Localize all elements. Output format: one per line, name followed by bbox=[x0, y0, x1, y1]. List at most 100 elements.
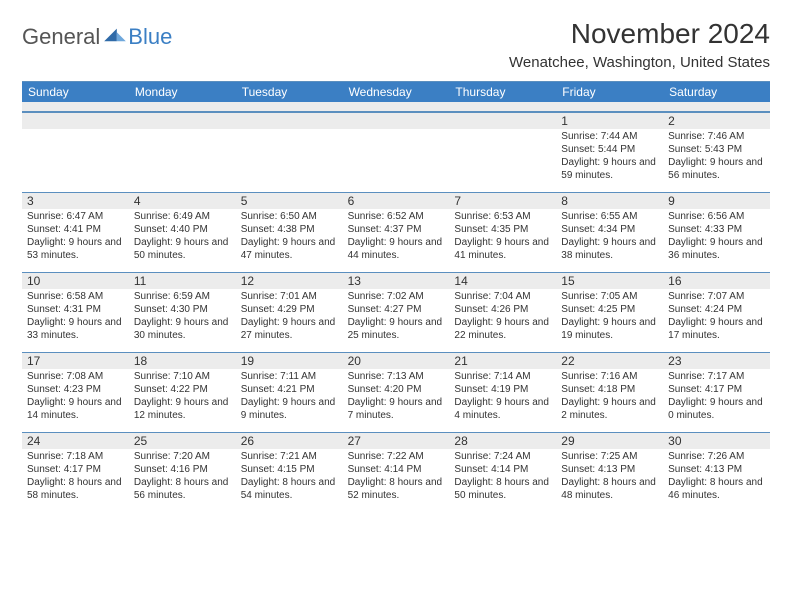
day-number-band: 3 bbox=[22, 192, 129, 209]
day-sunset: Sunset: 4:30 PM bbox=[134, 303, 231, 316]
week-row: 24Sunrise: 7:18 AMSunset: 4:17 PMDayligh… bbox=[22, 432, 770, 512]
day-number-band: 26 bbox=[236, 432, 343, 449]
day-sunset: Sunset: 4:27 PM bbox=[348, 303, 445, 316]
day-daylight: Daylight: 9 hours and 36 minutes. bbox=[668, 236, 765, 262]
day-cell: 24Sunrise: 7:18 AMSunset: 4:17 PMDayligh… bbox=[22, 432, 129, 512]
day-cell: 22Sunrise: 7:16 AMSunset: 4:18 PMDayligh… bbox=[556, 352, 663, 432]
day-number-band: 22 bbox=[556, 352, 663, 369]
day-sunrise: Sunrise: 6:58 AM bbox=[27, 290, 124, 303]
day-daylight: Daylight: 8 hours and 56 minutes. bbox=[134, 476, 231, 502]
day-number-band: 19 bbox=[236, 352, 343, 369]
day-number: 21 bbox=[454, 353, 551, 369]
day-number bbox=[27, 113, 124, 129]
day-number bbox=[241, 113, 338, 129]
day-cell: 11Sunrise: 6:59 AMSunset: 4:30 PMDayligh… bbox=[129, 272, 236, 352]
day-sunset: Sunset: 4:16 PM bbox=[134, 463, 231, 476]
day-number-band: 16 bbox=[663, 272, 770, 289]
day-cell: 23Sunrise: 7:17 AMSunset: 4:17 PMDayligh… bbox=[663, 352, 770, 432]
weekday-header: Friday bbox=[556, 82, 663, 102]
day-number: 23 bbox=[668, 353, 765, 369]
day-number: 25 bbox=[134, 433, 231, 449]
day-number-band: 17 bbox=[22, 352, 129, 369]
day-sunrise: Sunrise: 7:44 AM bbox=[561, 130, 658, 143]
day-cell: 2Sunrise: 7:46 AMSunset: 5:43 PMDaylight… bbox=[663, 112, 770, 192]
day-number-band bbox=[129, 112, 236, 129]
day-daylight: Daylight: 8 hours and 52 minutes. bbox=[348, 476, 445, 502]
calendar: SundayMondayTuesdayWednesdayThursdayFrid… bbox=[22, 81, 770, 512]
day-number-band bbox=[22, 112, 129, 129]
day-number-band: 13 bbox=[343, 272, 450, 289]
day-sunrise: Sunrise: 6:49 AM bbox=[134, 210, 231, 223]
day-sunrise: Sunrise: 6:47 AM bbox=[27, 210, 124, 223]
day-number: 20 bbox=[348, 353, 445, 369]
day-cell: 25Sunrise: 7:20 AMSunset: 4:16 PMDayligh… bbox=[129, 432, 236, 512]
day-daylight: Daylight: 9 hours and 17 minutes. bbox=[668, 316, 765, 342]
day-cell: 16Sunrise: 7:07 AMSunset: 4:24 PMDayligh… bbox=[663, 272, 770, 352]
header: General Blue November 2024 Wenatchee, Wa… bbox=[22, 18, 770, 71]
day-daylight: Daylight: 8 hours and 48 minutes. bbox=[561, 476, 658, 502]
day-daylight: Daylight: 9 hours and 2 minutes. bbox=[561, 396, 658, 422]
day-number: 1 bbox=[561, 113, 658, 129]
day-cell: 6Sunrise: 6:52 AMSunset: 4:37 PMDaylight… bbox=[343, 192, 450, 272]
month-title: November 2024 bbox=[509, 18, 770, 50]
day-cell: 9Sunrise: 6:56 AMSunset: 4:33 PMDaylight… bbox=[663, 192, 770, 272]
day-daylight: Daylight: 8 hours and 58 minutes. bbox=[27, 476, 124, 502]
day-number bbox=[348, 113, 445, 129]
day-cell: 17Sunrise: 7:08 AMSunset: 4:23 PMDayligh… bbox=[22, 352, 129, 432]
day-cell: 27Sunrise: 7:22 AMSunset: 4:14 PMDayligh… bbox=[343, 432, 450, 512]
day-sunset: Sunset: 4:38 PM bbox=[241, 223, 338, 236]
day-sunrise: Sunrise: 7:07 AM bbox=[668, 290, 765, 303]
day-cell: 30Sunrise: 7:26 AMSunset: 4:13 PMDayligh… bbox=[663, 432, 770, 512]
weekday-header: Saturday bbox=[663, 82, 770, 102]
day-number-band: 4 bbox=[129, 192, 236, 209]
day-number-band: 23 bbox=[663, 352, 770, 369]
day-cell bbox=[449, 112, 556, 192]
day-number: 24 bbox=[27, 433, 124, 449]
day-sunset: Sunset: 4:17 PM bbox=[27, 463, 124, 476]
day-sunrise: Sunrise: 7:10 AM bbox=[134, 370, 231, 383]
day-cell: 21Sunrise: 7:14 AMSunset: 4:19 PMDayligh… bbox=[449, 352, 556, 432]
day-sunrise: Sunrise: 7:17 AM bbox=[668, 370, 765, 383]
day-sunrise: Sunrise: 7:14 AM bbox=[454, 370, 551, 383]
day-sunset: Sunset: 4:24 PM bbox=[668, 303, 765, 316]
day-number: 18 bbox=[134, 353, 231, 369]
day-cell: 20Sunrise: 7:13 AMSunset: 4:20 PMDayligh… bbox=[343, 352, 450, 432]
day-sunset: Sunset: 4:14 PM bbox=[454, 463, 551, 476]
week-row: 10Sunrise: 6:58 AMSunset: 4:31 PMDayligh… bbox=[22, 272, 770, 352]
day-number-band: 24 bbox=[22, 432, 129, 449]
day-number: 12 bbox=[241, 273, 338, 289]
calendar-page: General Blue November 2024 Wenatchee, Wa… bbox=[0, 0, 792, 530]
day-number-band: 18 bbox=[129, 352, 236, 369]
day-number: 30 bbox=[668, 433, 765, 449]
day-cell: 10Sunrise: 6:58 AMSunset: 4:31 PMDayligh… bbox=[22, 272, 129, 352]
logo-mark-icon bbox=[102, 27, 126, 48]
day-number-band bbox=[449, 112, 556, 129]
day-number: 5 bbox=[241, 193, 338, 209]
day-number-band: 2 bbox=[663, 112, 770, 129]
day-number: 2 bbox=[668, 113, 765, 129]
day-number-band: 5 bbox=[236, 192, 343, 209]
day-number-band: 7 bbox=[449, 192, 556, 209]
day-number: 26 bbox=[241, 433, 338, 449]
day-cell bbox=[343, 112, 450, 192]
day-sunset: Sunset: 4:19 PM bbox=[454, 383, 551, 396]
day-number: 4 bbox=[134, 193, 231, 209]
header-spacer bbox=[22, 102, 770, 112]
day-daylight: Daylight: 9 hours and 50 minutes. bbox=[134, 236, 231, 262]
day-sunset: Sunset: 4:34 PM bbox=[561, 223, 658, 236]
day-number-band: 6 bbox=[343, 192, 450, 209]
day-cell: 15Sunrise: 7:05 AMSunset: 4:25 PMDayligh… bbox=[556, 272, 663, 352]
day-sunrise: Sunrise: 6:50 AM bbox=[241, 210, 338, 223]
day-daylight: Daylight: 8 hours and 54 minutes. bbox=[241, 476, 338, 502]
day-cell: 28Sunrise: 7:24 AMSunset: 4:14 PMDayligh… bbox=[449, 432, 556, 512]
day-number-band: 15 bbox=[556, 272, 663, 289]
day-sunset: Sunset: 4:14 PM bbox=[348, 463, 445, 476]
day-sunset: Sunset: 4:26 PM bbox=[454, 303, 551, 316]
day-sunrise: Sunrise: 7:24 AM bbox=[454, 450, 551, 463]
day-sunset: Sunset: 4:20 PM bbox=[348, 383, 445, 396]
day-cell: 14Sunrise: 7:04 AMSunset: 4:26 PMDayligh… bbox=[449, 272, 556, 352]
day-daylight: Daylight: 9 hours and 22 minutes. bbox=[454, 316, 551, 342]
day-number-band bbox=[236, 112, 343, 129]
day-number: 29 bbox=[561, 433, 658, 449]
day-number-band: 10 bbox=[22, 272, 129, 289]
